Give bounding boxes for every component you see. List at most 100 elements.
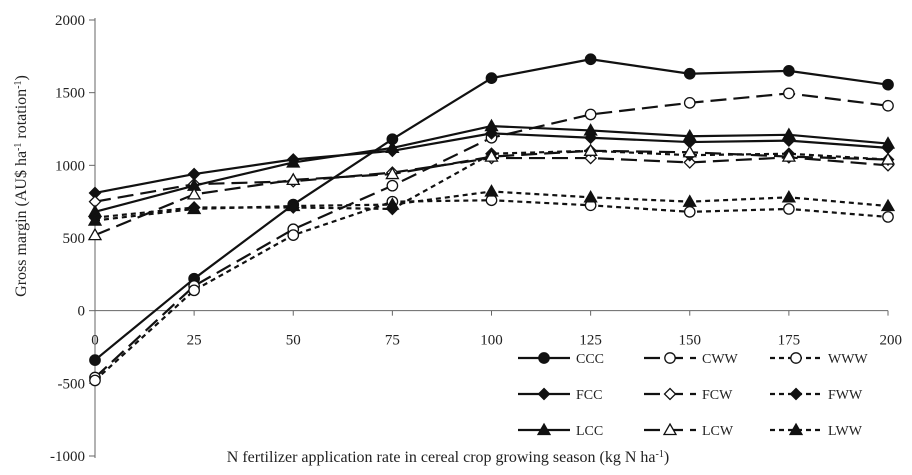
data-point-cww [882, 99, 894, 112]
data-point-cww [386, 179, 399, 192]
data-point-lcw [385, 166, 400, 180]
legend-item-ccc: CCC [518, 352, 604, 367]
y-tick-label: 1500 [55, 86, 85, 102]
data-point-lcc [583, 123, 598, 136]
data-point-lcw [87, 227, 103, 241]
data-point-lww [187, 201, 202, 215]
series-line-lcw [94, 149, 889, 237]
legend-item-www: WWW [770, 352, 868, 367]
legend-marker-ccc [538, 352, 550, 364]
series-lww [87, 184, 896, 226]
y-tick-label: 0 [78, 304, 86, 320]
legend: CCC CWW WWW FCC FCW FWW LCC LCW LWW [518, 352, 868, 439]
y-axis-title-part: ) [13, 75, 30, 80]
legend-label-fcc: FCC [576, 388, 602, 403]
data-point-www [882, 211, 894, 223]
data-point-lww [484, 184, 499, 197]
data-point-ccc [783, 65, 795, 77]
data-point-cww [783, 87, 795, 100]
y-axis-title-superscript: -1 [13, 80, 24, 88]
data-point-lww [583, 189, 598, 203]
legend-marker-www [790, 352, 802, 364]
x-tick-label: 175 [778, 333, 801, 349]
data-point-ccc [882, 78, 894, 91]
data-point-lww [682, 194, 697, 207]
data-point-lcw [286, 172, 301, 186]
data-point-lcc [484, 118, 499, 132]
legend-marker-fcw [663, 387, 677, 401]
data-point-ccc [485, 72, 498, 84]
legend-item-fcc: FCC [518, 387, 602, 403]
y-tick-label: 500 [63, 231, 86, 247]
legend-label-fww: FWW [828, 388, 863, 403]
data-point-www [188, 284, 200, 297]
y-axis-title-part: Gross margin (AU$ ha [13, 151, 30, 297]
legend-marker-lww [788, 422, 804, 436]
x-tick-label: 100 [480, 333, 503, 349]
data-point-lcw [682, 144, 697, 158]
data-point-www [783, 203, 795, 215]
data-point-lcc [682, 128, 697, 142]
series-lcw [87, 143, 896, 241]
y-tick-label: -500 [58, 376, 86, 392]
data-point-lcc [880, 136, 896, 149]
legend-item-lww: LWW [770, 422, 863, 439]
data-point-lcw [880, 152, 896, 165]
x-axis-title-superscript: -1 [656, 449, 664, 460]
legend-label-ccc: CCC [576, 352, 604, 367]
axes: -1000 -500 0 500 1000 1500 2000 0 25 50 75 100 125 15… [50, 13, 902, 465]
legend-label-fcw: FCW [702, 388, 733, 403]
data-point-lww [87, 213, 103, 226]
y-axis-title: Gross margin (AU$ ha-1 rotation-1) [13, 75, 31, 297]
x-tick-label: 50 [286, 333, 301, 349]
data-point-ccc [683, 67, 696, 80]
legend-label-lww: LWW [828, 424, 863, 439]
data-point-lww [385, 197, 400, 210]
legend-marker-cww [664, 352, 676, 364]
x-axis-title-tail: ) [664, 449, 669, 466]
y-tick-label: 2000 [55, 13, 85, 29]
data-point-cww [584, 108, 597, 121]
x-axis-title-main: N fertilizer application rate in cereal … [227, 449, 656, 466]
legend-item-cww: CWW [644, 352, 739, 367]
x-tick-label: 125 [579, 333, 602, 349]
data-point-lcw [583, 143, 598, 156]
data-point-www [89, 374, 101, 387]
data-point-cww [683, 96, 696, 109]
x-tick-label: 25 [187, 333, 202, 349]
x-tick-label: 75 [385, 333, 400, 349]
data-point-lcc [286, 155, 301, 168]
y-tick-label: -1000 [50, 449, 85, 465]
legend-marker-lcw [662, 422, 678, 436]
data-point-fcw [683, 156, 697, 169]
data-point-ccc [89, 354, 101, 366]
data-point-lcw [187, 187, 202, 200]
x-tick-label: 150 [679, 333, 702, 349]
x-axis-title: N fertilizer application rate in cereal … [227, 449, 669, 467]
legend-label-www: WWW [828, 352, 868, 367]
series-line-www [94, 199, 889, 382]
x-tick-label: 0 [91, 333, 99, 349]
legend-item-lcc: LCC [518, 422, 603, 439]
legend-marker-lcc [536, 422, 552, 436]
y-axis-title-part: rotation [13, 89, 30, 143]
series-lines [87, 53, 896, 387]
legend-marker-fww [789, 387, 803, 401]
legend-label-lcw: LCW [702, 424, 734, 439]
data-point-lww [781, 189, 796, 203]
data-point-lww [880, 198, 896, 212]
y-tick-label: 1000 [55, 158, 85, 174]
data-point-lww [286, 198, 301, 212]
series-ccc [89, 53, 894, 366]
data-point-lcc [781, 127, 796, 140]
data-point-www [287, 229, 300, 241]
series-www [89, 194, 894, 387]
legend-item-fcw: FCW [644, 387, 733, 403]
data-point-www [683, 205, 696, 218]
data-point-lcw [781, 149, 796, 162]
legend-label-cww: CWW [702, 352, 739, 367]
data-point-lcc [385, 140, 400, 154]
legend-item-lcw: LCW [644, 422, 734, 439]
